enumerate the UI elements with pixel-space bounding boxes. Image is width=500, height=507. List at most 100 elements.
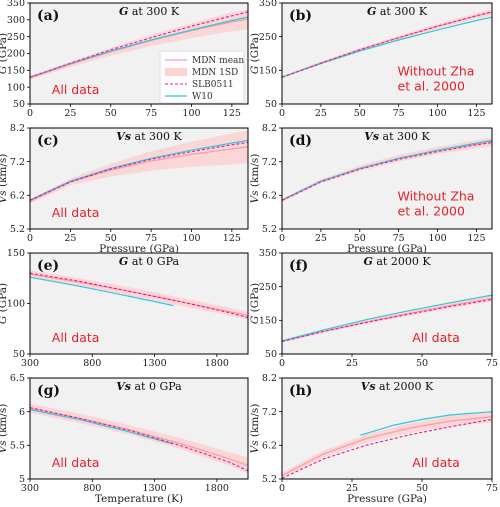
x-tick-label: 50 [105,108,117,119]
legend: MDN mean MDN 1SD SLB0511 W10 [159,50,245,104]
y-axis-label: Vs (km/s) [249,154,261,204]
annotation-text: et al. 2000 [398,79,466,94]
x-tick-label: 1800 [205,358,229,369]
y-axis-label-var: G [249,316,261,324]
plot-frame [281,252,493,355]
panel-label: (h) [289,383,312,399]
x-tick-label: 50 [416,358,428,369]
plot-data [30,403,248,474]
panel-title-var: G [119,255,128,268]
y-axis-label-unit: (GPa) [249,283,261,316]
legend-entry: MDN 1SD [192,68,238,78]
y-axis-label-var: G [249,66,261,74]
y-axis-label-var: Vs [249,190,261,204]
panel-title-var: G [363,255,372,268]
plot-frame [29,127,249,230]
series-line-slb0511 [282,298,492,343]
annotation-text: Without Zha [398,64,475,79]
panel-label: (d) [289,133,312,149]
mdn-1sd-band [282,137,492,203]
y-tick-label: 150 [7,66,25,77]
y-tick-label: 150 [259,316,277,327]
y-axis-label-unit: (km/s) [0,154,9,191]
y-tick-label: 250 [7,32,25,43]
plot-data [30,270,248,320]
x-tick-label: 1300 [142,358,166,369]
x-tick-label: 100 [182,233,200,244]
series-line-w10 [30,409,174,445]
y-tick-label: 6 [19,407,25,418]
y-tick-label: 6.2 [262,441,277,452]
annotation-text: All data [412,455,460,470]
panel-label: (c) [37,133,59,149]
x-tick-label: 800 [83,358,101,369]
y-tick-label: 350 [7,0,25,9]
legend-entry: W10 [192,92,213,102]
plot-data [30,130,248,204]
series-line-slb0511 [282,11,492,78]
plot-data [30,9,248,80]
series-line-slb0511 [30,272,248,319]
y-tick-label: 100 [7,299,25,310]
panel-title-rest: at 0 GPa [128,255,179,268]
y-axis-label-var: G [0,316,9,324]
panel-title: G at 0 GPa [119,255,180,268]
panel-title-rest: at 300 K [379,130,430,143]
y-tick-label: 6.5 [10,373,25,384]
x-tick-label: 50 [416,483,428,494]
y-axis-label-var: Vs [0,440,9,454]
y-axis-label-unit: (GPa) [0,283,9,316]
series-line-slb0511 [282,418,492,479]
panel-label: (g) [37,383,60,399]
panel-title: Vs at 0 GPa [116,380,182,393]
y-axis-label-unit: (GPa) [249,33,261,66]
legend-entry: MDN mean [192,56,244,66]
y-tick-label: 200 [7,49,25,60]
plot-background [30,253,248,354]
y-axis-label-unit: (GPa) [0,33,9,66]
y-tick-label: 300 [7,15,25,26]
x-tick-label: 25 [315,108,327,119]
x-axis-label: Pressure (GPa) [347,243,427,255]
panel-h: 0 25 50 75 5.2 6.2 7.2 8.2 Vs (km/s) Pressure (GP… [249,373,498,505]
y-tick-label: 150 [7,248,25,259]
panel-title: Vs at 2000 K [361,380,434,393]
y-tick-label: 6.2 [262,191,277,202]
y-tick-label: 50 [265,349,277,360]
annotation-text: All data [52,82,100,97]
x-tick-label: 100 [428,233,446,244]
y-axis-label: Vs (km/s) [0,404,9,454]
y-axis-label-unit: (km/s) [0,404,9,441]
series-line-slb0511 [30,11,248,78]
panel-title-var: Vs [116,130,131,143]
y-tick-label: 250 [259,32,277,43]
y-tick-label: 7.2 [262,407,277,418]
panel-title-rest: at 0 GPa [131,380,182,393]
plot-data [282,137,492,203]
panel-title-rest: at 300 K [131,130,182,143]
x-tick-label: 100 [428,108,446,119]
x-tick-label: 25 [315,233,327,244]
panel-title-var: Vs [364,130,379,143]
panel-title-var: G [119,5,128,18]
x-tick-label: 0 [27,108,33,119]
panel-title-rest: at 2000 K [376,380,434,393]
y-tick-label: 7.2 [10,157,25,168]
y-tick-label: 8.2 [262,123,277,134]
series-line-slb0511 [30,407,248,472]
annotation-text: et al. 2000 [398,204,466,219]
y-tick-label: 5 [19,474,25,485]
y-tick-label: 6.2 [10,191,25,202]
y-tick-label: 8.2 [10,123,25,134]
x-tick-label: 25 [64,233,76,244]
annotation-text: Without Zha [398,189,475,204]
series-line-w10 [30,276,174,307]
series-line-w10 [360,411,492,436]
x-axis-label: Temperature (K) [95,493,183,505]
series-line-mdn-mean [30,146,248,202]
x-tick-label: 0 [279,233,285,244]
plot-data [282,294,492,343]
x-tick-label: 50 [354,108,366,119]
